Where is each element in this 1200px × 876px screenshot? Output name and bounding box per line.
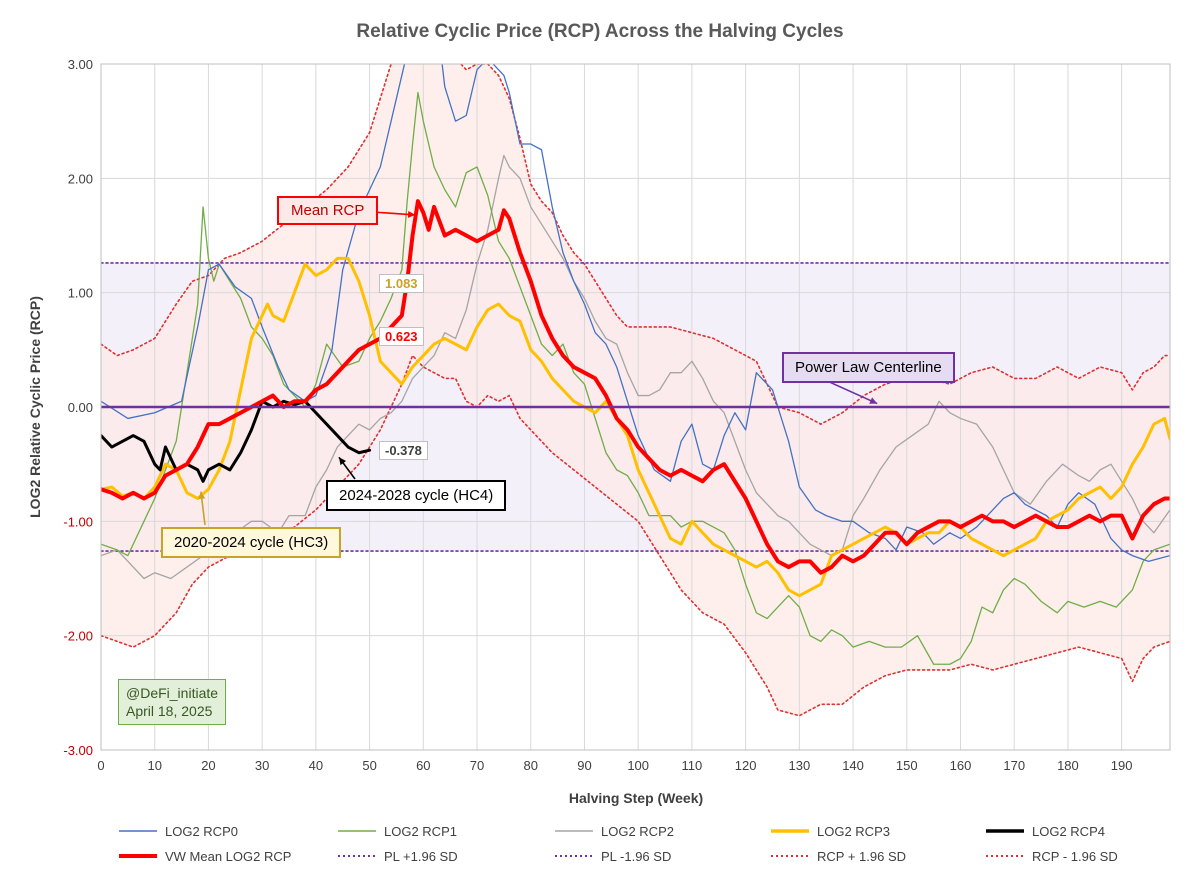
arrow-mean-rcp [372, 210, 416, 218]
legend-label: LOG2 RCP4 [1032, 824, 1105, 839]
x-tick-label: 0 [97, 758, 104, 773]
x-tick-label: 10 [147, 758, 161, 773]
annotation-power-law-centerline: Power Law Centerline [782, 352, 955, 383]
legend-label: LOG2 RCP0 [165, 824, 238, 839]
annotation-mean-rcp: Mean RCP [277, 196, 379, 225]
legend: LOG2 RCP0 LOG2 RCP1 LOG2 RCP2 LOG2 RCP3 LOG2… [119, 824, 1118, 864]
watermark-handle: @DeFi_initiate [126, 685, 219, 701]
annotation-hc3-cycle: 2020-2024 cycle (HC3) [161, 527, 342, 558]
axes-layer: 3.00 2.00 1.00 0.00 -1.00 -2.00 -3.00 0 10 20 30 40… [63, 57, 1171, 773]
x-tick-label: 110 [682, 758, 703, 773]
legend-item-rcp1: LOG2 RCP1 [338, 824, 457, 839]
x-tick-label: 40 [309, 758, 323, 773]
x-tick-label: 120 [735, 758, 757, 773]
arrow-hc3 [198, 491, 206, 526]
y-tick-label: 1.00 [68, 286, 93, 301]
arrow-hc3-head [198, 491, 206, 500]
y-tick-label: 2.00 [68, 171, 93, 186]
legend-label: VW Mean LOG2 RCP [165, 849, 291, 864]
x-tick-label: 140 [842, 758, 864, 773]
legend-label: LOG2 RCP3 [817, 824, 890, 839]
series-line-rcp1 [101, 91, 1170, 665]
series-line-rcp_lower [101, 354, 1170, 717]
legend-item-mean: VW Mean LOG2 RCP [119, 849, 291, 864]
plot-border [100, 63, 1171, 751]
legend-item-rcp4: LOG2 RCP4 [986, 824, 1105, 839]
series-line-rcp2 [101, 154, 1170, 580]
series-line-mean [101, 199, 1170, 575]
x-tick-label: 70 [470, 758, 484, 773]
arrow-power-law-head [869, 397, 878, 404]
legend-item-rcp2: LOG2 RCP2 [555, 824, 674, 839]
legend-item-pl_upper: PL +1.96 SD [338, 849, 458, 864]
legend-item-pl_lower: PL -1.96 SD [555, 849, 671, 864]
legend-label: RCP - 1.96 SD [1032, 849, 1118, 864]
x-tick-label: 150 [896, 758, 918, 773]
x-tick-label: 160 [950, 758, 972, 773]
annotation-arrows [198, 210, 878, 526]
y-tick-label: -3.00 [63, 743, 93, 758]
chart-title: Relative Cyclic Price (RCP) Across the H… [356, 21, 843, 42]
series-line-rcp0 [101, 64, 1170, 562]
x-tick-label: 130 [788, 758, 810, 773]
x-tick-label: 170 [1003, 758, 1025, 773]
y-tick-label: 0.00 [68, 400, 93, 415]
legend-label: LOG2 RCP2 [601, 824, 674, 839]
arrow-mean-rcp-head [407, 210, 416, 218]
arrow-power-law [824, 379, 878, 405]
y-tick-label: 3.00 [68, 57, 93, 72]
x-tick-label: 50 [362, 758, 376, 773]
value-label-mean: 0.623 [379, 327, 424, 346]
x-tick-label: 190 [1111, 758, 1133, 773]
annotation-hc4-cycle: 2024-2028 cycle (HC4) [326, 480, 507, 511]
legend-label: RCP + 1.96 SD [817, 849, 906, 864]
x-axis-label: Halving Step (Week) [569, 790, 703, 806]
legend-item-rcp3: LOG2 RCP3 [771, 824, 890, 839]
x-tick-label: 100 [627, 758, 649, 773]
x-tick-label: 180 [1057, 758, 1079, 773]
series-line-rcp3 [101, 256, 1170, 598]
legend-label: PL +1.96 SD [384, 849, 458, 864]
y-tick-label: -2.00 [63, 629, 93, 644]
x-tick-label: 80 [524, 758, 538, 773]
arrow-power-law-shaft [824, 379, 878, 405]
y-tick-label: -1.00 [63, 514, 93, 529]
x-tick-label: 30 [255, 758, 269, 773]
series-line-rcp4 [101, 399, 372, 483]
arrow-hc4 [338, 456, 356, 480]
value-label-rcp3: 1.083 [379, 274, 424, 293]
legend-item-rcp_upper: RCP + 1.96 SD [771, 849, 906, 864]
x-tick-label: 60 [416, 758, 430, 773]
y-axis-label: LOG2 Relative Cyclic Price (RCP) [27, 296, 43, 518]
watermark-date: April 18, 2025 [126, 703, 213, 719]
legend-item-rcp0: LOG2 RCP0 [119, 824, 238, 839]
x-tick-label: 90 [577, 758, 591, 773]
value-label-rcp4: -0.378 [379, 441, 428, 460]
watermark: @DeFi_initiate April 18, 2025 [118, 679, 227, 725]
arrow-hc4-head [338, 457, 347, 466]
legend-label: LOG2 RCP1 [384, 824, 457, 839]
legend-item-rcp_lower: RCP - 1.96 SD [986, 849, 1118, 864]
legend-label: PL -1.96 SD [601, 849, 671, 864]
x-tick-label: 20 [201, 758, 215, 773]
series-layer [101, 64, 1170, 717]
